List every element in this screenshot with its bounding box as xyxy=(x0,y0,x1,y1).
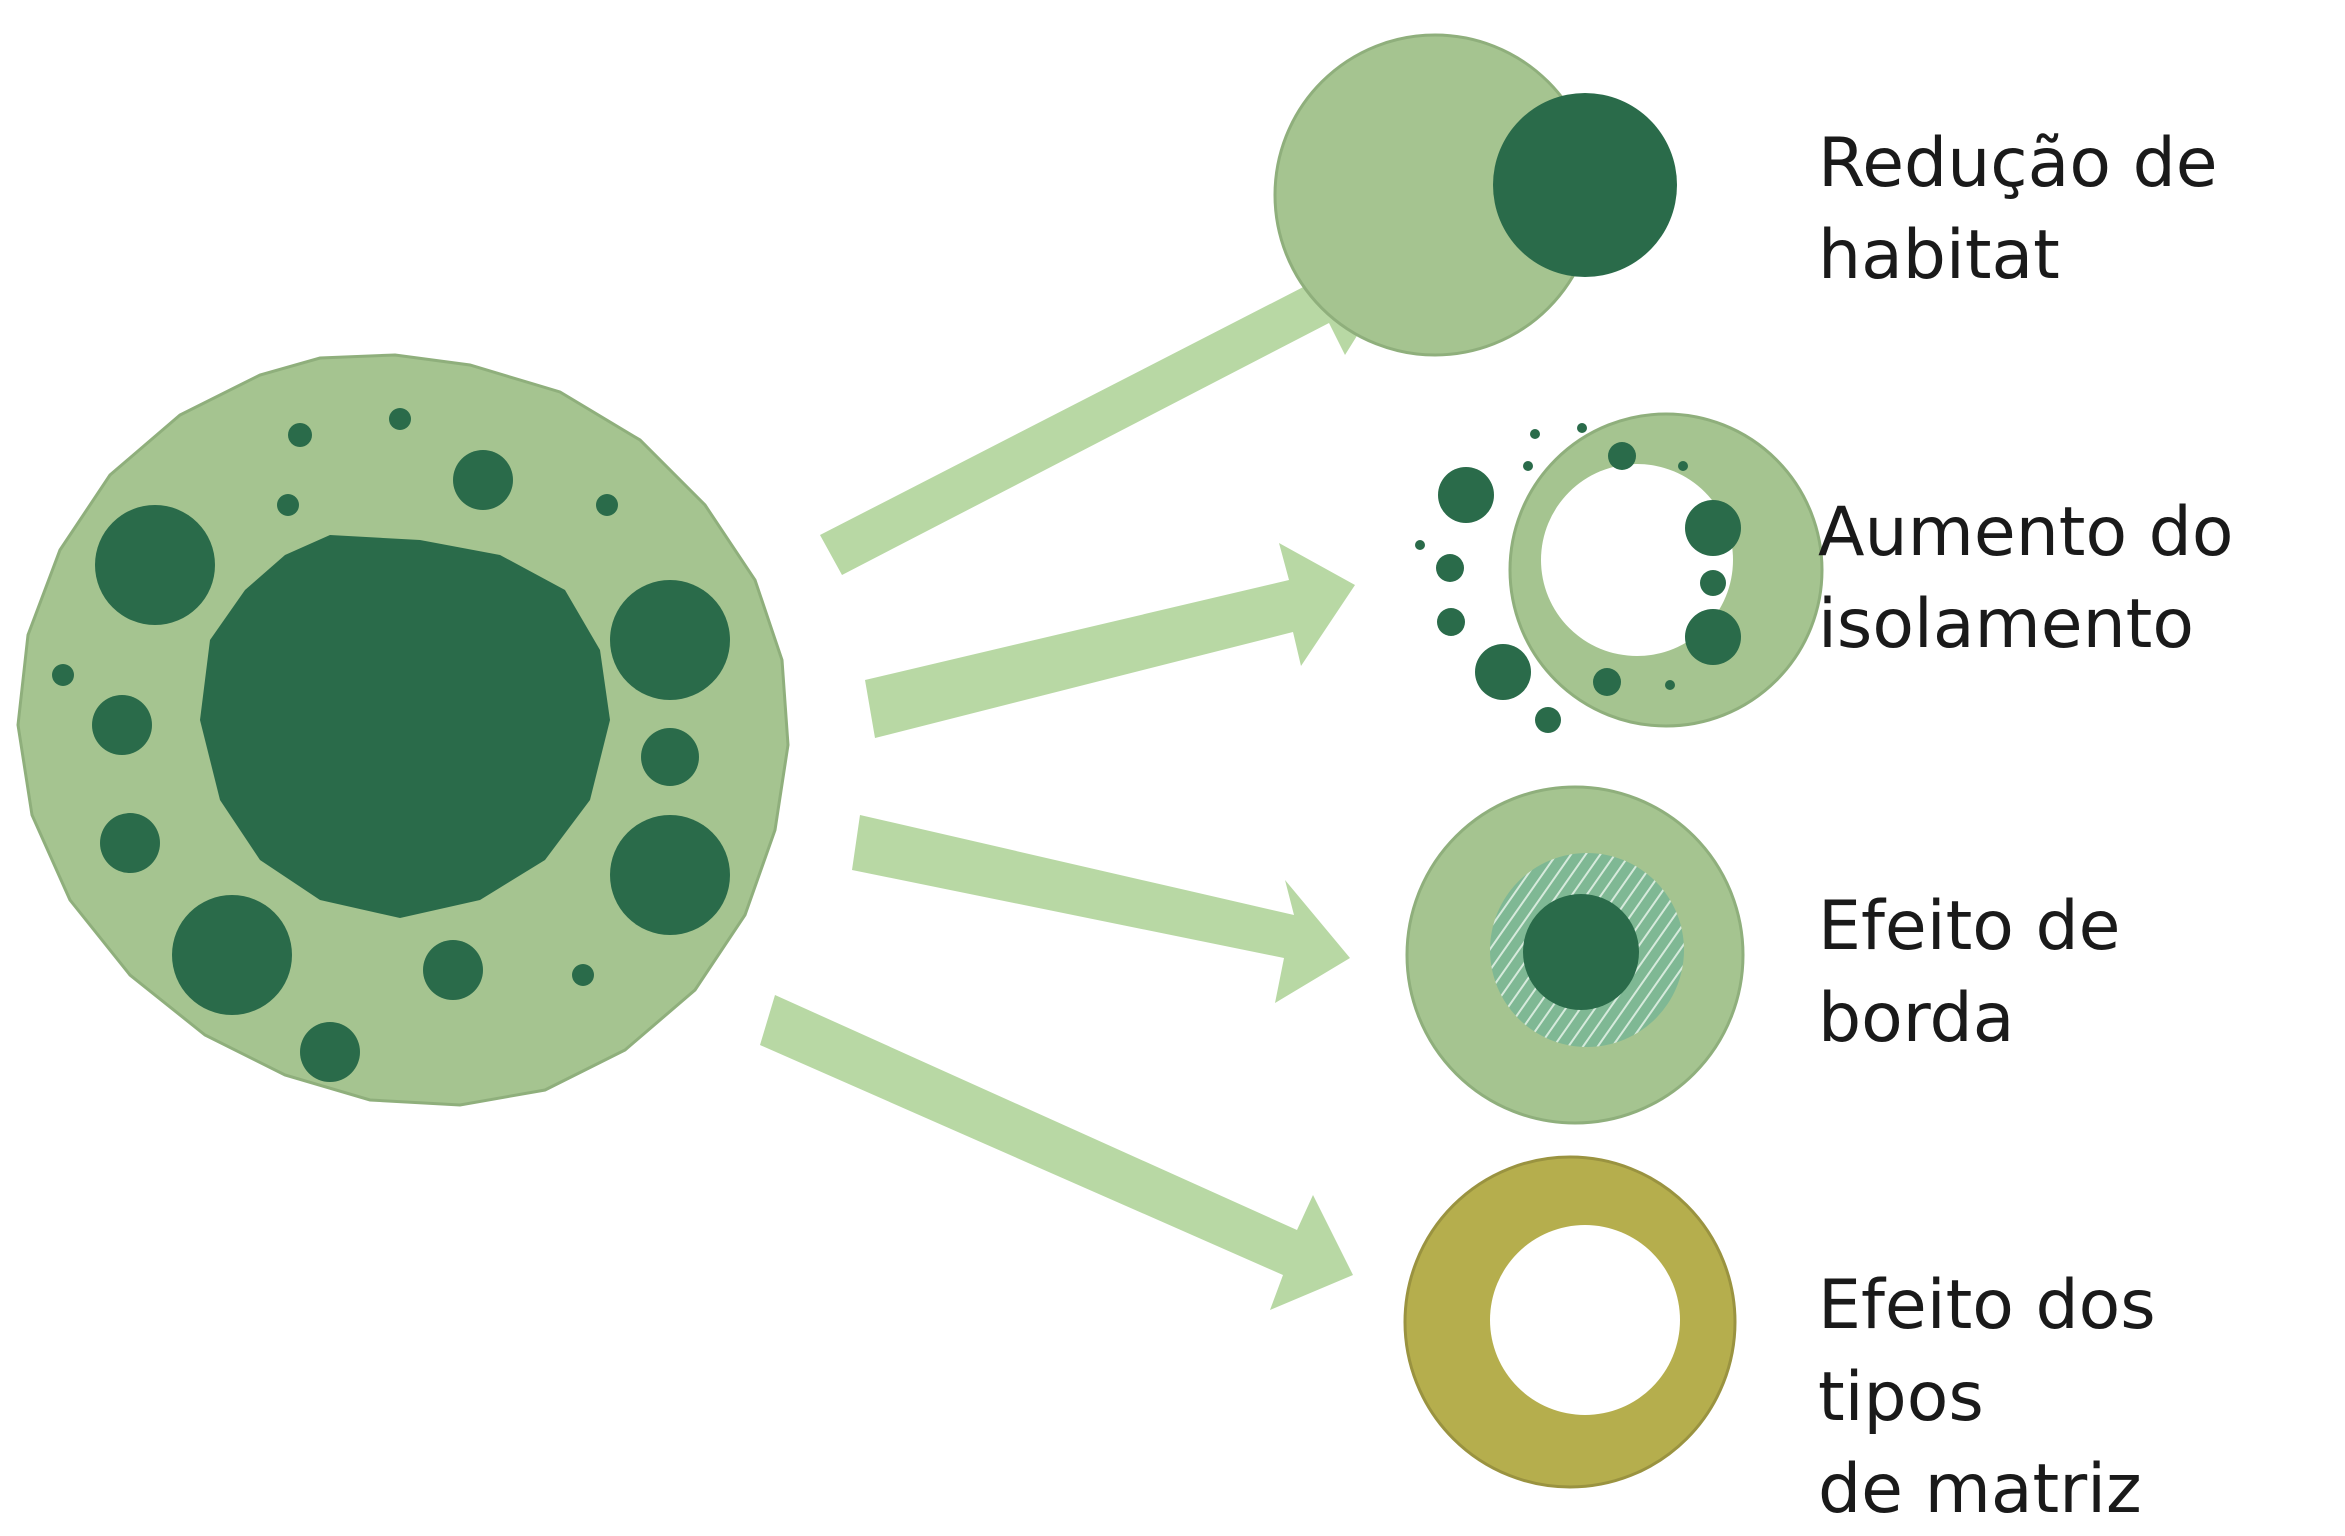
arrow-to-edge-effect xyxy=(852,815,1350,1003)
arrow-to-isolation-increase xyxy=(865,543,1355,738)
patch xyxy=(389,408,411,430)
outcome-isolation-increase xyxy=(1415,412,1824,733)
patch xyxy=(288,423,312,447)
patch xyxy=(52,664,74,686)
patch xyxy=(1523,461,1533,471)
outcome-hole xyxy=(1490,1225,1680,1415)
patch xyxy=(1678,461,1688,471)
patch xyxy=(1593,668,1621,696)
patch xyxy=(95,505,215,625)
patch xyxy=(1685,609,1741,665)
patch xyxy=(1535,707,1561,733)
patch xyxy=(1415,540,1425,550)
patch xyxy=(100,813,160,873)
label-habitat-reduction: Redução de habitat xyxy=(1818,124,2218,295)
label-matrix-type-effect: Efeito dos tipos de matriz xyxy=(1818,1266,2156,1529)
outcome-habitat-core xyxy=(1523,894,1639,1010)
label-isolation-increase: Aumento do isolamento xyxy=(1818,493,2234,664)
patch xyxy=(1438,467,1494,523)
patch xyxy=(641,728,699,786)
patch xyxy=(1700,570,1726,596)
patch xyxy=(1685,500,1741,556)
source-landscape xyxy=(16,353,790,1107)
patch xyxy=(423,940,483,1000)
patch xyxy=(572,964,594,986)
source-main-habitat xyxy=(200,535,610,918)
patch xyxy=(1475,644,1531,700)
patch xyxy=(1530,429,1540,439)
outcome-habitat-reduction xyxy=(1273,33,1677,357)
patch xyxy=(453,450,513,510)
arrows xyxy=(760,250,1398,1310)
outcome-edge-effect xyxy=(1405,785,1745,1125)
outcome-habitat-core xyxy=(1493,93,1677,277)
patch xyxy=(300,1022,360,1082)
patch xyxy=(1436,554,1464,582)
patch xyxy=(172,895,292,1015)
label-edge-effect: Efeito de borda xyxy=(1818,887,2121,1058)
patch xyxy=(610,815,730,935)
patch xyxy=(1608,442,1636,470)
patch xyxy=(596,494,618,516)
patch xyxy=(1665,680,1675,690)
patch xyxy=(1437,608,1465,636)
patch xyxy=(1577,423,1587,433)
outcome-matrix-type-effect xyxy=(1403,1155,1737,1489)
patch xyxy=(277,494,299,516)
outcome-hole xyxy=(1541,464,1733,656)
arrow-to-habitat-reduction xyxy=(820,250,1398,575)
patch xyxy=(610,580,730,700)
arrow-to-matrix-type-effect xyxy=(760,995,1353,1310)
patch xyxy=(92,695,152,755)
